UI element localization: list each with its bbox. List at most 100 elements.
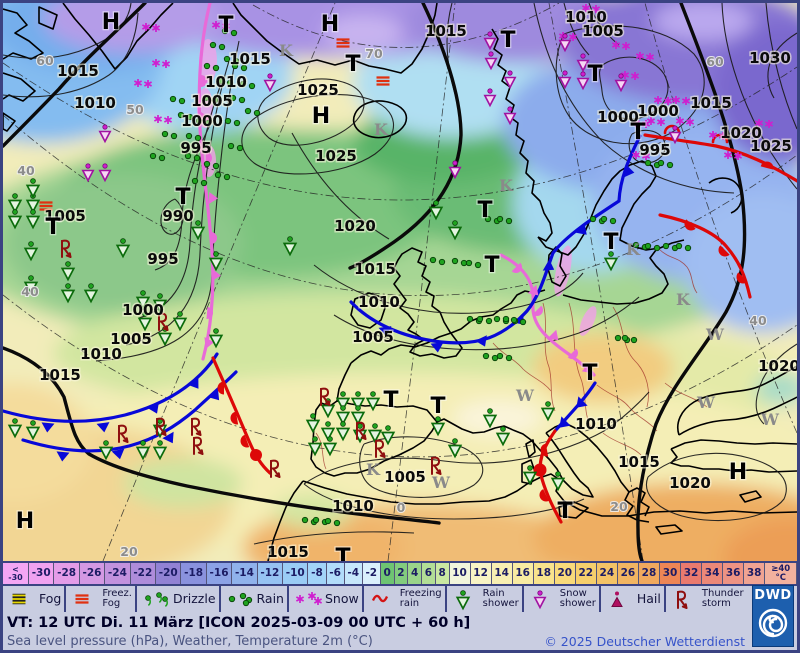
weather-map-svg: 1015101010151010100510009959909951000100… <box>3 3 797 561</box>
pressure-system-label: T <box>477 198 492 223</box>
graticule-label: 70 <box>365 46 383 61</box>
scale-cell-label: -14 <box>234 567 254 580</box>
scale-cell: -22 <box>130 563 157 584</box>
pressure-label: 1020 <box>758 357 797 375</box>
legend-item-hail: Hail <box>601 586 666 612</box>
scale-cell-label: 26 <box>620 567 636 580</box>
parameters-text: Sea level pressure (hPa), Weather, Tempe… <box>7 634 373 649</box>
pressure-label: 1010 <box>332 497 374 515</box>
pressure-system-label: T <box>218 13 233 38</box>
pressure-system-label: T <box>345 52 360 77</box>
scale-cell: -4 <box>344 563 363 584</box>
legend-item-label: Freezing rain <box>399 587 442 609</box>
freezefog-icon <box>375 76 391 86</box>
scale-cell-label: -6 <box>329 567 341 580</box>
dwd-logo-text: DWD <box>754 588 792 603</box>
scale-cell-label: -26 <box>82 567 102 580</box>
scale-cell: -26 <box>79 563 106 584</box>
scale-cell: -28 <box>54 563 80 584</box>
pressure-label: 995 <box>147 250 178 268</box>
pressure-label: 1010 <box>575 415 617 433</box>
scale-cell-label: 6 <box>424 567 433 580</box>
scale-cell-label: ≥40 <box>771 564 791 574</box>
pressure-label: 1010 <box>358 293 400 311</box>
scale-cell: 32 <box>681 563 703 584</box>
scale-cell: -8 <box>308 563 327 584</box>
scale-cell-label: 10 <box>452 567 467 580</box>
pressure-system-label: H <box>729 460 747 485</box>
pressure-label: 1025 <box>750 137 792 155</box>
legend-item-snow-shower: Snow shower <box>524 586 601 612</box>
scale-cell-label: 4 <box>411 567 419 580</box>
airmass-label: K <box>374 120 389 139</box>
legend-item-rain: Rain <box>221 586 289 612</box>
scale-cell-label: 18 <box>536 567 552 580</box>
scale-cell: ≥40 °C <box>765 563 797 584</box>
copyright-text: © 2025 Deutscher Wetterdienst <box>544 634 745 649</box>
pressure-label: 1000 <box>122 301 164 319</box>
scale-cell: -6 <box>326 563 345 584</box>
pressure-label: 1025 <box>297 81 339 99</box>
scale-cell-label: 22 <box>578 567 594 580</box>
scale-cell: 4 <box>408 563 423 584</box>
airmass-label: W <box>705 325 725 344</box>
scale-cell: -20 <box>156 563 182 584</box>
pressure-system-label: T <box>484 253 499 278</box>
scale-cell-label: -16 <box>209 567 229 580</box>
pressure-label: 1000 <box>597 108 639 126</box>
pressure-label: 1020 <box>720 124 762 142</box>
scale-cell-label: 30 <box>662 567 678 580</box>
scale-cell-label: -8 <box>311 567 323 580</box>
freezing-fog-icon <box>74 594 90 604</box>
temperature-scale: < -30 -30 -28 -26 -24 -22 -20 -18 -16 -14 -12 -10 -8-… <box>3 561 797 584</box>
airmass-label: K <box>499 176 514 195</box>
pressure-label: 1000 <box>637 102 679 120</box>
pressure-system-label: T <box>630 120 645 145</box>
pressure-system-label: H <box>312 104 330 129</box>
scale-cell: -2 <box>362 563 381 584</box>
scale-cell: 18 <box>533 563 555 584</box>
thunderstorm-icon <box>676 590 688 609</box>
airmass-label: W <box>515 386 535 405</box>
pressure-label: 1020 <box>669 474 711 492</box>
pressure-label: 1015 <box>39 366 81 384</box>
pressure-system-label: T <box>175 185 190 210</box>
pressure-system-label: H <box>102 10 120 35</box>
pressure-label: 1015 <box>57 62 99 80</box>
pressure-label: 1015 <box>425 22 467 40</box>
dwd-logo: DWD <box>752 585 794 647</box>
occluded-front <box>499 253 596 377</box>
pressure-label: 1025 <box>315 147 357 165</box>
scale-cell: 16 <box>512 563 534 584</box>
pressure-system-label: T <box>45 215 60 240</box>
warm-front <box>658 213 752 299</box>
legend-item-label: Freez. Fog <box>102 587 132 609</box>
legend-item-rain-shower: Rain shower <box>447 586 524 612</box>
scale-cell: -10 <box>283 563 309 584</box>
airmass-label: W <box>760 410 780 429</box>
scale-cell: 6 <box>422 563 436 584</box>
scale-cell: 0 <box>380 563 395 584</box>
airmass-label: K <box>676 290 691 309</box>
legend-item-label: Snow <box>324 590 359 606</box>
legend-item-fog: Fog <box>3 586 67 612</box>
pressure-label: 1015 <box>267 543 309 561</box>
pressure-system-label: H <box>16 509 34 534</box>
graticule-label: 40 <box>21 284 39 299</box>
pressure-system-label: T <box>587 62 602 87</box>
pressure-label: 990 <box>162 207 193 225</box>
weather-symbol-legend: Fog Freez. Fog Drizzle Rain Snow Freezing rain R… <box>3 584 797 612</box>
pressure-label: 1005 <box>582 22 624 40</box>
fog-icon <box>10 593 28 605</box>
pressure-system-label: T <box>383 388 398 413</box>
scale-cell-label: -2 <box>365 567 378 580</box>
scale-cell: 30 <box>659 563 682 584</box>
warm-front <box>538 429 563 524</box>
pressure-label: 1015 <box>618 453 660 471</box>
scale-cell-label: -12 <box>260 567 280 580</box>
graticule-label: 50 <box>126 102 144 117</box>
scale-cell: 26 <box>617 563 639 584</box>
scale-cell-label: 34 <box>704 567 720 580</box>
airmass-label: K <box>366 460 381 479</box>
